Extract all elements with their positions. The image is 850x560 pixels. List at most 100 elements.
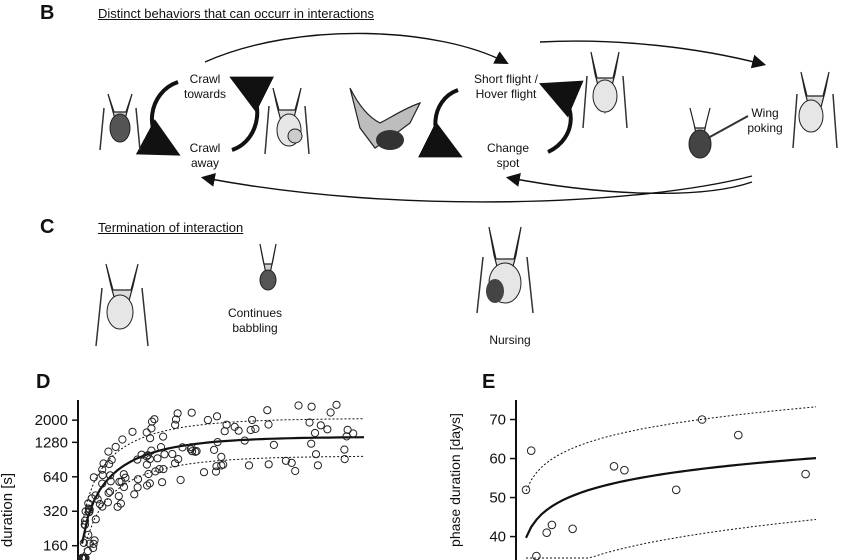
cycle-arrow-left bbox=[135, 80, 181, 156]
data-point-d bbox=[106, 477, 115, 486]
data-point-d bbox=[133, 455, 142, 464]
data-point-d bbox=[171, 420, 180, 430]
cycle-arrow-right bbox=[229, 76, 274, 152]
data-point-d bbox=[85, 507, 94, 516]
data-point-d bbox=[269, 440, 278, 450]
data-point-d bbox=[84, 504, 93, 513]
data-point-d bbox=[159, 432, 168, 441]
data-point-d bbox=[80, 516, 90, 525]
data-point-d bbox=[212, 412, 222, 421]
data-point-d bbox=[192, 447, 201, 456]
y-tick-label-e: 40 bbox=[489, 529, 506, 546]
data-point-d bbox=[170, 459, 180, 468]
data-point-d bbox=[150, 415, 159, 424]
data-point-d bbox=[291, 466, 300, 476]
label-change-spot-line1: Change bbox=[486, 141, 530, 155]
chart-d: 2000 1280 640 320 160 duration [s] bbox=[0, 400, 365, 560]
data-point-d bbox=[343, 425, 352, 434]
data-point-d bbox=[173, 409, 182, 418]
data-point-d bbox=[145, 479, 154, 488]
y-tick-label-d: 640 bbox=[43, 469, 68, 486]
data-point-d bbox=[142, 460, 151, 469]
data-point-d bbox=[153, 454, 162, 463]
arc-arrow-bottom-2 bbox=[505, 172, 753, 195]
panel-c-heading: Termination of interaction bbox=[98, 220, 244, 235]
data-point-d bbox=[106, 471, 115, 480]
data-point-d bbox=[240, 436, 249, 445]
ci-upper-e bbox=[525, 406, 817, 492]
panel-e-letter: E bbox=[482, 371, 496, 393]
bat-poking bbox=[688, 107, 749, 159]
panel-d-letter: D bbox=[36, 371, 51, 393]
data-point-d bbox=[222, 420, 231, 429]
data-point-d bbox=[211, 467, 221, 476]
data-point-d bbox=[84, 499, 93, 508]
data-point-e bbox=[547, 520, 557, 530]
y-tick-label-d: 1280 bbox=[35, 434, 68, 451]
data-point-d bbox=[178, 443, 187, 452]
label-crawl-away-line2: away bbox=[190, 156, 219, 170]
label-short-flight-line2: Hover flight bbox=[475, 87, 537, 101]
data-point-d bbox=[114, 492, 123, 501]
data-point-d bbox=[159, 465, 168, 474]
y-tick-label-e: 70 bbox=[489, 412, 506, 429]
ci-lower-e bbox=[526, 519, 817, 559]
y-tick-label-d: 320 bbox=[43, 503, 68, 520]
bat-babbling bbox=[259, 243, 277, 291]
data-point-d bbox=[78, 553, 87, 560]
data-point-d bbox=[105, 459, 114, 469]
label-continues-babbling-line2: babbling bbox=[232, 321, 278, 335]
data-point-d bbox=[84, 530, 93, 539]
data-point-d bbox=[107, 455, 116, 465]
data-point-d bbox=[147, 424, 156, 433]
data-point-d bbox=[176, 475, 185, 485]
data-point-e bbox=[801, 469, 810, 479]
data-point-d bbox=[191, 447, 200, 456]
data-point-d bbox=[104, 447, 113, 456]
panel-c-letter: C bbox=[40, 216, 55, 238]
data-point-d bbox=[212, 462, 221, 471]
data-point-d bbox=[95, 500, 105, 509]
data-point-d bbox=[104, 488, 113, 498]
data-point-e bbox=[620, 465, 629, 475]
data-point-d bbox=[203, 415, 212, 425]
data-point-d bbox=[349, 429, 358, 438]
data-point-d bbox=[311, 450, 321, 459]
data-point-d bbox=[118, 435, 127, 444]
y-tick-label-e: 60 bbox=[489, 451, 506, 468]
data-point-d bbox=[119, 482, 129, 492]
label-change-spot-line2: spot bbox=[496, 156, 520, 170]
data-point-d bbox=[251, 424, 260, 434]
data-point-d bbox=[188, 447, 197, 456]
panel-b-heading: Distinct behaviors that can occurr in in… bbox=[98, 6, 375, 21]
data-point-e bbox=[526, 446, 536, 456]
data-point-d bbox=[313, 461, 322, 470]
label-crawl-away: Crawl away bbox=[175, 141, 235, 171]
bat-termination-1 bbox=[95, 263, 149, 347]
label-change-spot: Change spot bbox=[476, 141, 540, 171]
data-point-d bbox=[106, 487, 115, 496]
data-point-d bbox=[244, 461, 254, 470]
data-point-d bbox=[147, 417, 157, 426]
data-point-e bbox=[532, 551, 541, 560]
data-point-d bbox=[111, 442, 120, 452]
y-axis-label-d: duration [s] bbox=[0, 473, 16, 547]
label-wing-poking: Wing poking bbox=[738, 106, 792, 136]
arc-arrow-bottom-1 bbox=[200, 172, 753, 203]
label-nursing: Nursing bbox=[489, 333, 531, 347]
data-point-d bbox=[158, 478, 167, 487]
cycle-arrow-right-2 bbox=[538, 80, 584, 154]
bat-flying bbox=[349, 87, 422, 150]
data-point-e bbox=[568, 524, 577, 534]
data-point-d bbox=[151, 467, 160, 476]
data-point-d bbox=[79, 538, 88, 547]
data-point-d bbox=[144, 469, 153, 479]
label-crawl-towards-line2: towards bbox=[183, 87, 227, 101]
label-crawl-towards: Crawl towards bbox=[175, 72, 235, 102]
data-point-d bbox=[98, 465, 107, 474]
data-point-d bbox=[248, 415, 257, 425]
data-point-d bbox=[187, 408, 196, 417]
data-point-e bbox=[542, 528, 551, 537]
label-short-flight-line1: Short flight / bbox=[473, 72, 539, 86]
fit-line-d bbox=[80, 436, 365, 544]
